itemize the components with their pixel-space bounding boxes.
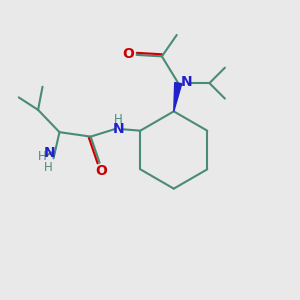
Text: H: H [44,161,53,174]
Text: N: N [181,75,192,88]
Text: N: N [112,122,124,136]
Text: O: O [95,164,107,178]
Text: H: H [38,150,46,163]
Polygon shape [174,82,182,111]
Text: N: N [44,146,56,160]
Text: O: O [122,47,134,61]
Text: H: H [114,113,123,126]
